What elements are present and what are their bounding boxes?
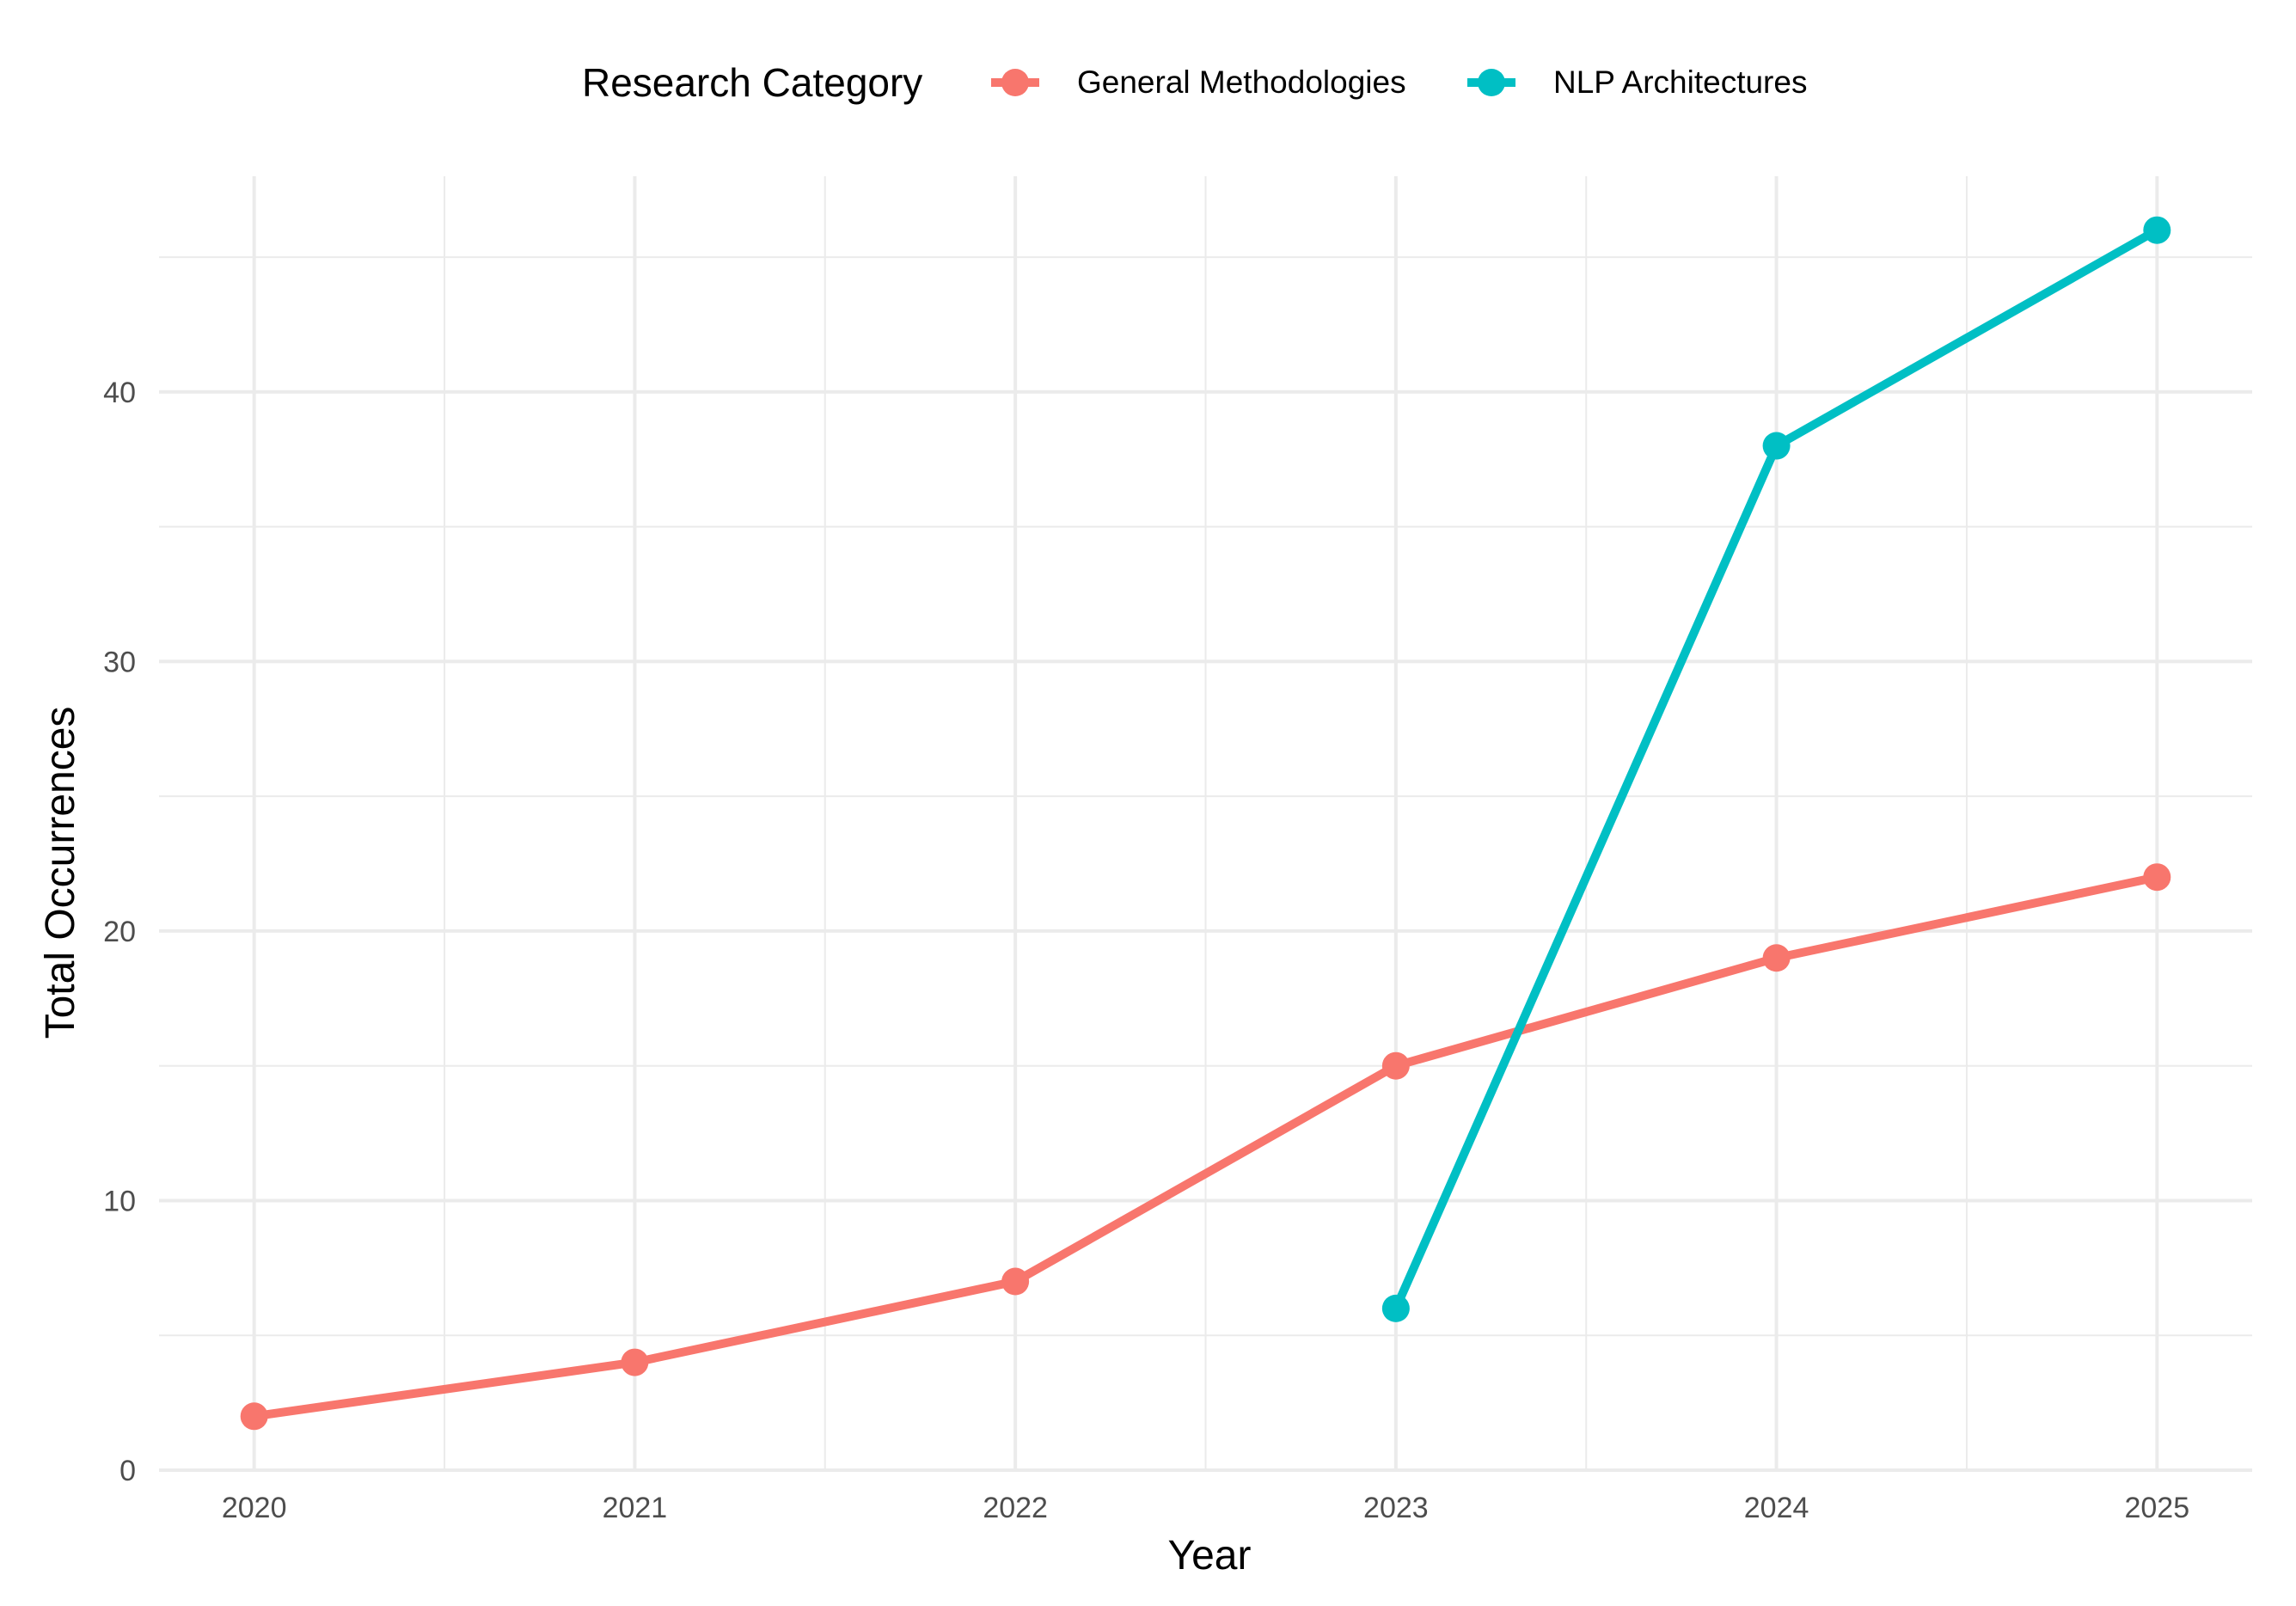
series-line xyxy=(253,873,2158,1421)
legend-items: General Methodologies NLP Architectures xyxy=(991,64,1807,100)
legend: Research Category General Methodologies N… xyxy=(582,60,1807,105)
data-point xyxy=(621,1348,649,1376)
x-tick-label: 2021 xyxy=(603,1492,668,1524)
data-point xyxy=(240,1402,268,1431)
x-axis-ticks: 2020 2021 2022 2023 2024 2025 xyxy=(222,1492,2189,1524)
y-tick-label: 20 xyxy=(103,916,136,948)
y-tick-label: 40 xyxy=(103,377,136,409)
series-0 xyxy=(240,863,2171,1431)
data-point xyxy=(1762,432,1791,460)
legend-label: NLP Architectures xyxy=(1553,64,1807,100)
x-tick-label: 2025 xyxy=(2124,1492,2189,1524)
y-axis-title: Total Occurrences xyxy=(38,707,83,1039)
x-tick-label: 2024 xyxy=(1744,1492,1809,1524)
legend-item: General Methodologies xyxy=(991,64,1406,100)
data-point xyxy=(2143,216,2171,244)
data-point xyxy=(1762,944,1791,972)
y-axis-ticks: 0 10 20 30 40 xyxy=(103,377,136,1487)
legend-item: NLP Architectures xyxy=(1467,64,1807,100)
legend-title: Research Category xyxy=(582,60,922,105)
data-point xyxy=(1381,1051,1410,1080)
data-point xyxy=(1001,1267,1030,1296)
y-tick-label: 30 xyxy=(103,646,136,678)
y-tick-label: 10 xyxy=(103,1185,136,1217)
series-1 xyxy=(1381,216,2171,1322)
x-axis-title: Year xyxy=(1168,1533,1252,1578)
y-tick-label: 0 xyxy=(119,1455,136,1487)
x-tick-label: 2023 xyxy=(1363,1492,1429,1524)
legend-key-point xyxy=(1001,69,1029,96)
x-tick-label: 2022 xyxy=(983,1492,1048,1524)
series-layer xyxy=(240,216,2171,1431)
x-tick-label: 2020 xyxy=(222,1492,287,1524)
grid-lines xyxy=(159,176,2252,1472)
legend-key-point xyxy=(1478,69,1505,96)
data-point xyxy=(1381,1294,1410,1322)
legend-label: General Methodologies xyxy=(1077,64,1406,100)
data-point xyxy=(2143,863,2171,892)
